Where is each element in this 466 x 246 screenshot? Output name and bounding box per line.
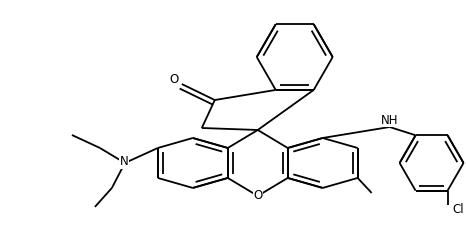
Text: NH: NH bbox=[381, 113, 398, 126]
Text: O: O bbox=[253, 189, 262, 202]
Text: Cl: Cl bbox=[452, 203, 464, 216]
Text: O: O bbox=[169, 73, 178, 86]
Text: N: N bbox=[119, 155, 128, 169]
